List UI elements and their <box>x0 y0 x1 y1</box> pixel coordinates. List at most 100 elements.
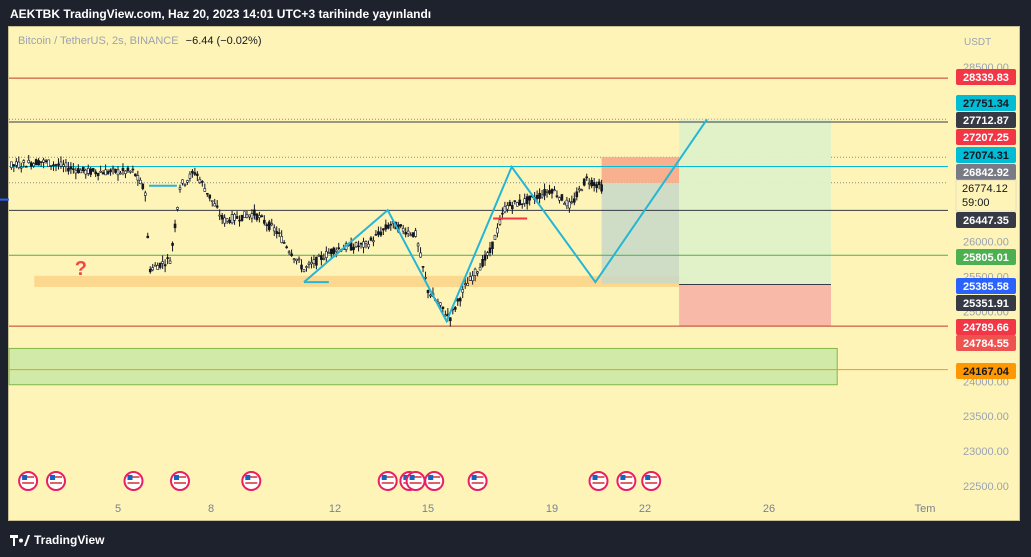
event-flag-icon[interactable] <box>123 471 144 491</box>
event-flag-icon[interactable] <box>467 471 488 491</box>
price-label: 24789.66 <box>963 322 1009 334</box>
candle-body <box>488 247 492 253</box>
candle-body <box>282 242 286 244</box>
candle-body <box>81 166 85 172</box>
candle-body <box>210 200 214 202</box>
candle-body <box>176 207 179 210</box>
candle-body <box>496 227 499 234</box>
price-label-box[interactable] <box>956 295 1016 311</box>
candle-body <box>565 199 569 207</box>
candle-body <box>267 221 271 231</box>
candle-body <box>401 228 405 232</box>
candle-body <box>411 232 415 237</box>
candle-body <box>372 240 375 243</box>
candle-body <box>151 267 155 271</box>
price-label-box[interactable] <box>956 278 1016 294</box>
price-label-box[interactable] <box>956 69 1016 85</box>
time-tick-label: Tem <box>915 503 936 515</box>
candle-body <box>178 187 182 190</box>
candle-body <box>158 262 162 268</box>
candle-body <box>166 257 169 259</box>
demand-zone <box>8 347 838 386</box>
candle-body <box>463 283 467 286</box>
candle-body <box>409 234 412 236</box>
candle-body <box>280 236 283 243</box>
event-flag-icon[interactable] <box>241 471 262 491</box>
candle-body <box>466 283 469 287</box>
candle-body <box>577 188 581 191</box>
candle-body <box>498 219 502 225</box>
price-label-box[interactable] <box>956 147 1016 163</box>
candle-body <box>183 183 187 186</box>
candle-body <box>10 161 13 168</box>
price-label-box[interactable] <box>956 164 1016 180</box>
candle-body <box>136 175 140 181</box>
price-label-box[interactable] <box>956 212 1016 228</box>
candle-body <box>146 235 150 239</box>
candle-body <box>325 251 328 258</box>
candle-body <box>205 192 209 195</box>
price-label-box[interactable] <box>956 335 1016 351</box>
price-label: 25385.58 <box>963 281 1009 293</box>
candle-body <box>354 242 358 248</box>
event-flag-icon[interactable] <box>18 471 39 491</box>
candle-body <box>96 172 100 177</box>
event-flag-icon[interactable] <box>641 471 662 491</box>
candle-body <box>382 228 385 231</box>
event-flag-icon[interactable] <box>170 471 190 491</box>
candle-body <box>359 242 363 245</box>
candle-body <box>337 247 341 249</box>
candle-body <box>493 235 497 240</box>
candle-body <box>364 241 368 244</box>
price-label-box[interactable] <box>956 319 1016 335</box>
short-target-zone <box>601 182 680 284</box>
candle-body <box>471 275 474 281</box>
candle-body <box>198 179 202 183</box>
candle-body <box>153 264 157 267</box>
symbol-name: Bitcoin / TetherUS, 2s, BINANCE <box>18 35 179 47</box>
event-flag-icon[interactable] <box>424 471 445 491</box>
candle-body <box>143 192 147 196</box>
candle-body <box>17 161 21 168</box>
candle-body <box>600 184 603 192</box>
price-label: 25351.91 <box>963 298 1009 310</box>
candle-body <box>101 172 105 175</box>
price-label-box[interactable] <box>956 95 1016 111</box>
projection-path[interactable] <box>303 118 708 324</box>
price-label-box[interactable] <box>956 363 1016 379</box>
price-label-box[interactable] <box>956 129 1016 145</box>
time-tick-label: 22 <box>639 503 651 515</box>
candle-body <box>109 169 112 173</box>
candle-body <box>292 258 296 260</box>
brand[interactable]: TradingView <box>10 533 104 547</box>
candle-body <box>322 258 326 260</box>
candle-body <box>22 160 26 163</box>
tradingview-logo-icon <box>10 535 30 547</box>
price-label-box[interactable] <box>956 249 1016 265</box>
candle-body <box>362 241 365 248</box>
price-change: −6.44 (−0.02%) <box>185 35 262 47</box>
candle-body <box>15 161 18 166</box>
event-flag-icon[interactable] <box>616 471 637 491</box>
countdown-price: 26774.12 <box>962 183 1008 195</box>
candle-body <box>550 189 554 194</box>
published-text: AEKTBK TradingView.com, Haz 20, 2023 14:… <box>10 7 432 21</box>
event-flag-icon[interactable] <box>405 471 426 491</box>
candle-body <box>34 159 38 166</box>
candle-body <box>458 298 462 302</box>
chart-frame[interactable] <box>8 26 1020 521</box>
candle-body <box>332 247 336 254</box>
countdown-time: 59:00 <box>962 197 990 209</box>
candle-body <box>228 219 231 223</box>
price-label-box[interactable] <box>956 112 1016 128</box>
candle-body <box>94 171 97 175</box>
event-flag-icon[interactable] <box>46 471 66 491</box>
candle-body <box>419 252 422 258</box>
event-flag-icon[interactable] <box>588 471 609 491</box>
long-target-zone <box>679 119 831 285</box>
candle-body <box>116 169 120 176</box>
event-flag-icon[interactable] <box>377 471 398 491</box>
candle-body <box>439 302 442 306</box>
candle-body <box>528 195 531 201</box>
